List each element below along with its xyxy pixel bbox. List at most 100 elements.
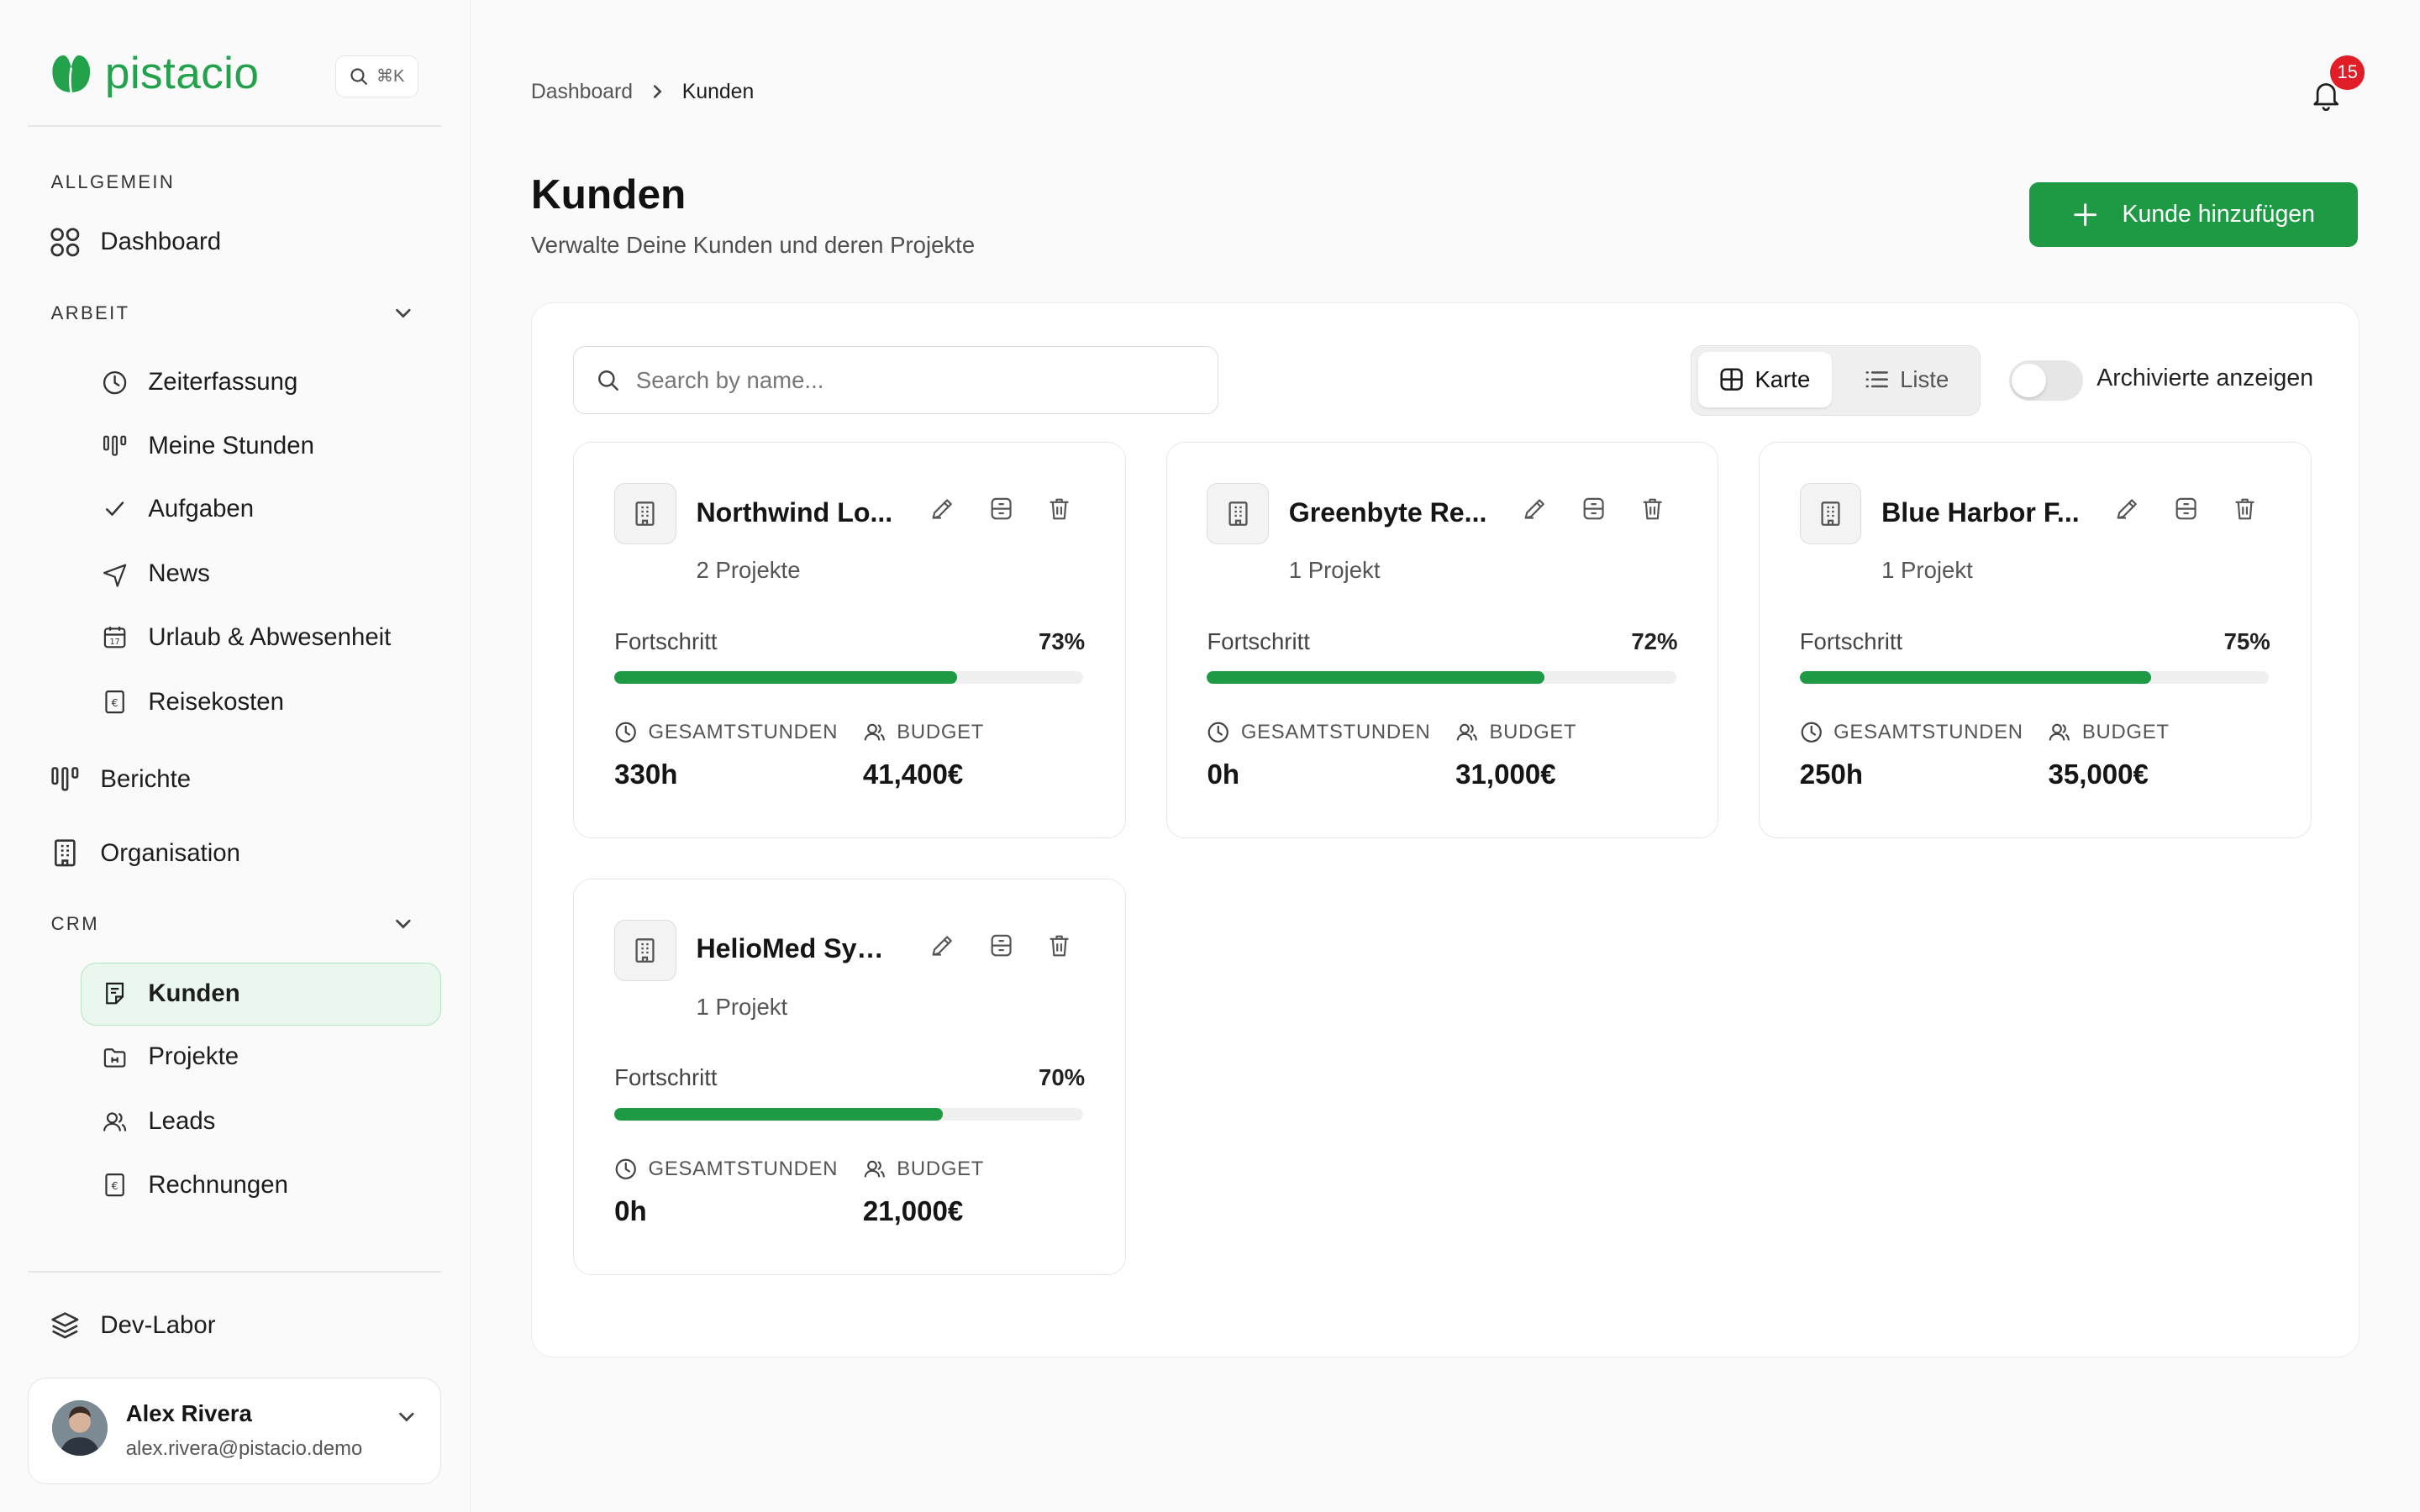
sidebar-item-label: Berichte [100, 764, 192, 793]
sidebar-item-travel-costs[interactable]: € Reisekosten [102, 671, 284, 732]
sidebar-item-label: Rechnungen [148, 1170, 288, 1199]
sidebar-item-time-tracking[interactable]: Zeiterfassung [102, 352, 297, 413]
sidebar-item-organisation[interactable]: Organisation [50, 822, 240, 884]
user-menu[interactable]: Alex Rivera alex.rivera@pistacio.demo [28, 1378, 442, 1484]
customer-name[interactable]: HelioMed Syst... [696, 933, 897, 964]
shortcut-hint: ⌘K [376, 67, 405, 87]
sidebar-item-label: Dashboard [100, 228, 222, 256]
breadcrumb-link-dashboard[interactable]: Dashboard [530, 80, 634, 103]
add-customer-label: Kunde hinzufügen [2122, 200, 2315, 228]
project-count: 1 Projekt [696, 993, 788, 1020]
progress-value: 73% [1039, 627, 1086, 654]
active-indicator [80, 963, 442, 1026]
sidebar-item-devlab[interactable]: Dev-Labor [50, 1294, 216, 1356]
brand-name: pistacio [104, 49, 260, 99]
search-input[interactable] [635, 366, 1192, 394]
view-card-button[interactable]: Karte [1697, 351, 1832, 408]
project-count: 1 Projekt [1881, 557, 1973, 584]
edit-icon[interactable] [2114, 496, 2140, 522]
budget-label: BUDGET [2048, 721, 2169, 744]
folder-calendar-icon [104, 1047, 126, 1068]
trash-icon[interactable] [1639, 496, 1665, 522]
clock-icon [615, 1158, 637, 1179]
sidebar-divider [28, 124, 442, 127]
customers-panel: Karte Liste Archivierte anzeigen Northwi… [530, 302, 2360, 1358]
sidebar-divider [28, 1271, 442, 1273]
budget-value: 31,000€ [1455, 759, 1556, 790]
breadcrumb-current: Kunden [681, 80, 755, 103]
progress-value: 70% [1039, 1064, 1086, 1091]
brand-logo[interactable]: pistacio [50, 46, 260, 102]
trash-icon[interactable] [1046, 932, 1072, 958]
archive-icon[interactable] [1581, 496, 1607, 522]
trash-icon[interactable] [2232, 496, 2258, 522]
progress-fill [614, 1107, 943, 1121]
chevron-down-icon[interactable] [392, 913, 414, 935]
bell-icon[interactable] [2309, 77, 2343, 111]
edit-icon[interactable] [929, 932, 955, 958]
view-switcher: Karte Liste [1691, 344, 1981, 417]
grid-icon [1720, 368, 1744, 391]
view-list-button[interactable]: Liste [1843, 352, 1970, 407]
bar-chart-icon [103, 435, 127, 456]
users-icon [103, 1112, 127, 1131]
bar-chart-icon [51, 767, 79, 791]
customer-name[interactable]: Greenbyte Re... [1288, 496, 1487, 528]
building-icon [54, 839, 76, 867]
building-icon [1799, 483, 1862, 545]
customer-card[interactable]: Northwind Lo... 2 Projekte Fortschritt 7… [573, 442, 1126, 839]
chevron-down-icon[interactable] [392, 302, 414, 324]
edit-icon[interactable] [929, 496, 955, 522]
sidebar: pistacio ⌘K ALLGEMEIN Dashboard ARBEIT Z… [0, 0, 471, 1512]
list-icon [1865, 371, 1888, 388]
customer-card[interactable]: Blue Harbor F... 1 Projekt Fortschritt 7… [1758, 442, 2312, 839]
building-icon [614, 483, 676, 545]
section-label-general: ALLGEMEIN [50, 171, 176, 192]
sidebar-item-reports[interactable]: Berichte [50, 748, 191, 810]
total-hours-value: 250h [1799, 759, 1864, 790]
progress-bar [1207, 671, 1676, 684]
sidebar-item-customers[interactable]: Kunden [102, 963, 240, 1024]
calendar-icon: 17 [104, 627, 126, 648]
sidebar-item-label: Dev-Labor [100, 1310, 216, 1339]
edit-icon[interactable] [1522, 496, 1548, 522]
progress-fill [614, 671, 957, 684]
sidebar-item-vacation[interactable]: 17 Urlaub & Abwesenheit [102, 606, 391, 668]
search-icon [350, 68, 367, 85]
building-icon [614, 919, 676, 982]
sidebar-item-my-hours[interactable]: Meine Stunden [102, 415, 314, 476]
svg-text:€: € [112, 1179, 118, 1192]
search-icon [598, 370, 619, 391]
sidebar-item-label: Urlaub & Abwesenheit [148, 622, 392, 651]
sidebar-item-projects[interactable]: Projekte [102, 1026, 239, 1087]
receipt-euro-icon: € [105, 690, 125, 714]
card-actions [929, 496, 1073, 522]
section-label-crm: CRM [50, 913, 99, 935]
add-customer-button[interactable]: Kunde hinzufügen [2029, 181, 2359, 247]
svg-text:17: 17 [110, 638, 120, 647]
archive-icon[interactable] [988, 932, 1014, 958]
card-actions [929, 932, 1073, 958]
search-box[interactable] [573, 346, 1219, 415]
view-card-label: Karte [1754, 365, 1811, 392]
archive-icon[interactable] [2173, 496, 2199, 522]
customer-name[interactable]: Blue Harbor F... [1881, 496, 2080, 528]
sidebar-item-news[interactable]: News [102, 543, 210, 605]
progress-value: 72% [1631, 627, 1678, 654]
budget-label: BUDGET [863, 1158, 984, 1181]
customer-card[interactable]: HelioMed Syst... 1 Projekt Fortschritt 7… [573, 879, 1126, 1276]
sidebar-item-tasks[interactable]: Aufgaben [102, 478, 254, 539]
sidebar-item-leads[interactable]: Leads [102, 1091, 215, 1152]
budget-label: BUDGET [1455, 721, 1576, 744]
archived-toggle[interactable] [2008, 360, 2083, 401]
total-hours-label: GESAMTSTUNDEN [1800, 721, 2023, 744]
clock-icon [1208, 722, 1229, 743]
command-search-button[interactable]: ⌘K [334, 55, 418, 97]
progress-label: Fortschritt [1207, 627, 1310, 654]
sidebar-item-invoices[interactable]: € Rechnungen [102, 1154, 288, 1215]
trash-icon[interactable] [1046, 496, 1072, 522]
sidebar-item-dashboard[interactable]: Dashboard [50, 212, 221, 273]
customer-name[interactable]: Northwind Lo... [696, 496, 893, 528]
archive-icon[interactable] [988, 496, 1014, 522]
customer-card[interactable]: Greenbyte Re... 1 Projekt Fortschritt 72… [1165, 442, 1719, 839]
